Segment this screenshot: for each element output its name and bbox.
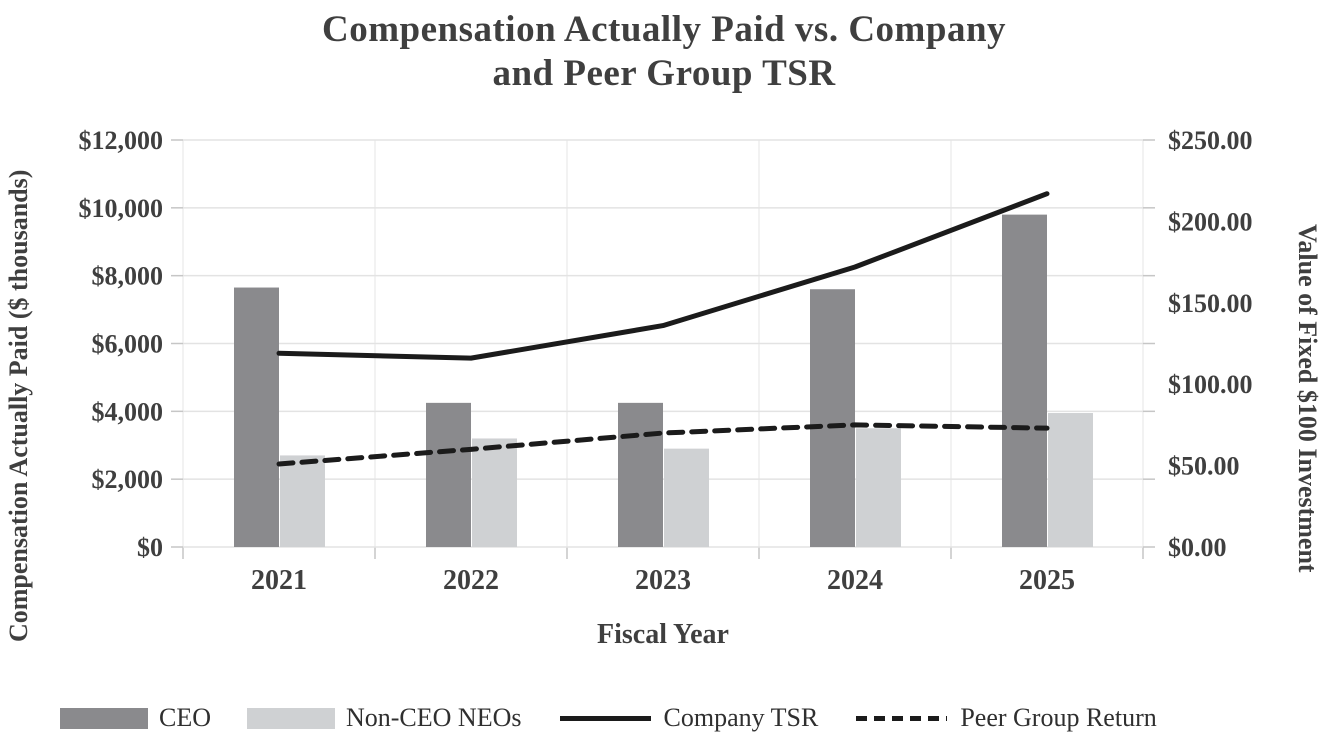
left-axis-tick-label: $6,000: [92, 330, 164, 359]
bar-non-ceo-neos-2024: [856, 428, 901, 547]
ceo-bar-swatch-icon: [60, 707, 148, 729]
bar-ceo-2023: [618, 402, 663, 547]
bar-ceo-2021: [234, 287, 279, 547]
bar-non-ceo-neos-2022: [472, 438, 517, 547]
solid-line-swatch-icon: [559, 715, 651, 721]
chart-title-line2: and Peer Group TSR: [492, 52, 836, 94]
legend: CEO Non-CEO NEOs Company TSR Peer Group …: [60, 700, 1157, 736]
bar-non-ceo-neos-2021: [280, 455, 325, 547]
chart-title-line1: Compensation Actually Paid vs. Company: [321, 9, 1007, 50]
legend-item-company-tsr: Company TSR: [558, 703, 819, 733]
x-axis-category-label: 2025: [1019, 565, 1075, 596]
right-axis-tick-label: $100.00: [1168, 370, 1253, 399]
legend-item-ceo: CEO: [60, 703, 211, 733]
company-tsr-line: [276, 191, 1050, 361]
left-axis-tick-label: $12,000: [79, 126, 164, 155]
non-ceo-bar-swatch-icon: [247, 707, 335, 729]
bar-ceo-2025: [1002, 214, 1047, 547]
x-axis-category-label: 2024: [827, 565, 883, 596]
left-axis-tick-label: $8,000: [92, 262, 164, 291]
left-axis-tick-label: $10,000: [79, 194, 164, 223]
x-axis-category-label: 2021: [251, 565, 307, 596]
left-axis-tick-label: $4,000: [92, 397, 164, 426]
bar-non-ceo-neos-2023: [664, 448, 709, 547]
left-axis-tick-label: $0: [137, 533, 163, 562]
right-axis-tick-label: $0.00: [1168, 533, 1227, 562]
left-axis-tick-label: $2,000: [92, 465, 164, 494]
dashed-line-swatch-icon: [856, 715, 948, 721]
x-axis-category-label: 2022: [443, 565, 499, 596]
peer-group-return-line: [276, 422, 1050, 467]
right-axis-tick-label: $50.00: [1168, 452, 1240, 481]
legend-item-non-ceo-neos: Non-CEO NEOs: [247, 703, 522, 733]
legend-label-company-tsr: Company TSR: [663, 703, 819, 732]
chart-title: Compensation Actually Paid vs. Company a…: [0, 8, 1328, 95]
bar-ceo-2024: [810, 289, 855, 547]
legend-label-peer-group-return: Peer Group Return: [960, 703, 1157, 732]
legend-item-peer-group-return: Peer Group Return: [854, 703, 1157, 733]
legend-label-ceo: CEO: [159, 703, 211, 732]
x-axis-title: Fiscal Year: [597, 619, 729, 650]
right-axis-tick-label: $250.00: [1168, 126, 1253, 155]
bar-non-ceo-neos-2025: [1048, 413, 1093, 547]
legend-label-non-ceo-neos: Non-CEO NEOs: [346, 703, 522, 732]
x-axis-category-label: 2023: [635, 565, 691, 596]
right-axis-title: Value of Fixed $100 Investment: [1293, 223, 1322, 573]
bar-ceo-2022: [426, 402, 471, 547]
right-axis-tick-label: $150.00: [1168, 289, 1253, 318]
right-axis-tick-label: $200.00: [1168, 207, 1253, 236]
